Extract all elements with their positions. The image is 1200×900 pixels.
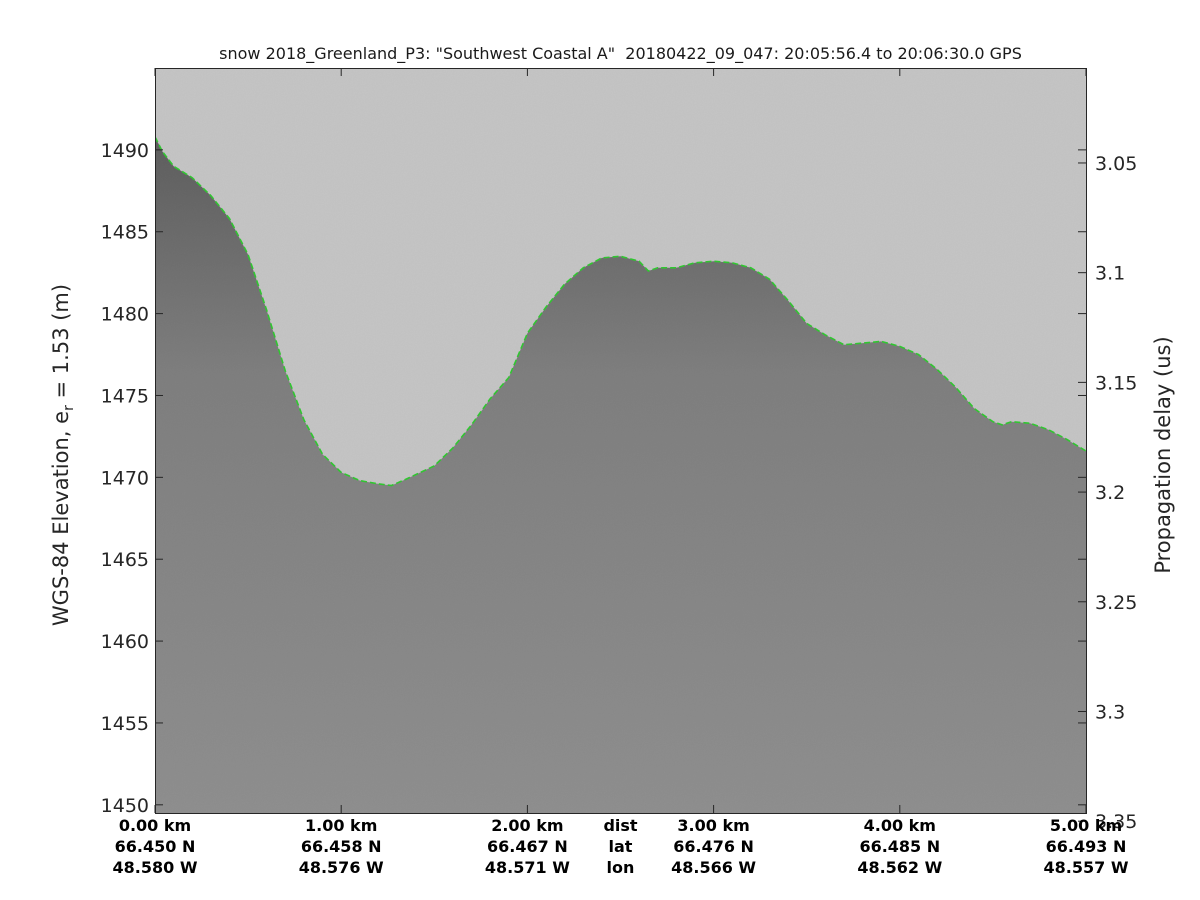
y2-tick-label: 3.25 bbox=[1095, 592, 1137, 614]
x-tick-lat: lat bbox=[608, 837, 633, 856]
x-tick-dist: 0.00 km bbox=[118, 816, 192, 835]
y-axis-label: WGS-84 Elevation, er = 1.53 (m) bbox=[49, 284, 77, 626]
x-tick-dist: 3.00 km bbox=[677, 816, 750, 835]
y-tick-label: 1470 bbox=[101, 467, 149, 489]
x-tick-lon: 48.580 W bbox=[112, 858, 198, 877]
x-tick-lat: 66.476 N bbox=[673, 837, 754, 856]
y-tick-label: 1485 bbox=[101, 222, 149, 244]
x-tick-dist: dist bbox=[603, 816, 638, 835]
y-tick-label: 1475 bbox=[101, 385, 149, 407]
x-tick-dist: 5.00 km bbox=[1049, 816, 1123, 835]
x-tick-label-group: 1.00 km 66.458 N 48.576 W bbox=[299, 815, 384, 878]
x-tick-label-group: 3.00 km 66.476 N 48.566 W bbox=[671, 815, 756, 878]
y2-tick-label: 3.1 bbox=[1095, 263, 1125, 285]
x-tick-label-group: 2.00 km 66.467 N 48.571 W bbox=[485, 815, 570, 878]
x-tick-dist: 2.00 km bbox=[491, 816, 564, 835]
x-tick-lon: 48.557 W bbox=[1043, 858, 1129, 877]
x-tick-lon: lon bbox=[606, 858, 635, 877]
x-tick-label-group: 0.00 km 66.450 N 48.580 W bbox=[113, 815, 198, 878]
y2-tick-label: 3.3 bbox=[1095, 701, 1125, 723]
y-tick-label: 1450 bbox=[101, 795, 149, 817]
y2-tick-label: 3.15 bbox=[1095, 372, 1137, 394]
y-tick-label: 1455 bbox=[101, 713, 149, 735]
x-tick-lon: 48.566 W bbox=[671, 858, 757, 877]
x-tick-label-group: 4.00 km 66.485 N 48.562 W bbox=[857, 815, 942, 878]
x-tick-lat: 66.450 N bbox=[114, 837, 196, 856]
speckle-noise-overlay bbox=[155, 68, 1086, 813]
y-tick-label: 1480 bbox=[101, 304, 149, 326]
y2-tick-label: 3.2 bbox=[1095, 482, 1125, 504]
plot-area bbox=[155, 68, 1086, 813]
y-tick-label: 1465 bbox=[101, 549, 149, 571]
y2-tick-label: 3.05 bbox=[1095, 153, 1137, 175]
x-tick-lat: 66.493 N bbox=[1045, 837, 1127, 856]
x-tick-dist: 4.00 km bbox=[863, 816, 936, 835]
x-tick-dist: 1.00 km bbox=[305, 816, 378, 835]
plot-frame bbox=[155, 68, 1087, 814]
x-tick-lon: 48.576 W bbox=[298, 858, 384, 877]
right-axis-ticks: 3.05 3.1 3.15 3.2 3.25 3.3 3.35 bbox=[1078, 153, 1137, 833]
left-axis-ticks: 1450 1455 1460 1465 1470 1475 1480 1485 1490 bbox=[101, 140, 1086, 817]
x-tick-lon: 48.571 W bbox=[484, 858, 570, 877]
chart-title: snow 2018_Greenland_P3: "Southwest Coast… bbox=[219, 44, 1022, 63]
bottom-axis-ticks bbox=[154, 68, 1087, 813]
y-axis-label-suffix: = 1.53 (m) bbox=[48, 283, 73, 406]
x-tick-label-group: 5.00 km 66.493 N 48.557 W bbox=[1044, 815, 1129, 878]
y2-axis-label: Propagation delay (us) bbox=[1151, 336, 1175, 574]
y2-tick-label: 3.35 bbox=[1095, 811, 1137, 833]
x-tick-lat: 66.485 N bbox=[859, 837, 941, 856]
y-axis-label-prefix: WGS-84 Elevation, e bbox=[48, 410, 73, 627]
x-tick-lon: 48.562 W bbox=[857, 858, 943, 877]
y-tick-label: 1460 bbox=[101, 631, 149, 653]
x-tick-lat: 66.467 N bbox=[487, 837, 568, 856]
x-tick-label-group: dist lat lon bbox=[603, 815, 637, 878]
x-tick-lat: 66.458 N bbox=[300, 837, 382, 856]
y-tick-label: 1490 bbox=[101, 140, 149, 162]
y-axis-label-subscript: r bbox=[61, 405, 78, 411]
